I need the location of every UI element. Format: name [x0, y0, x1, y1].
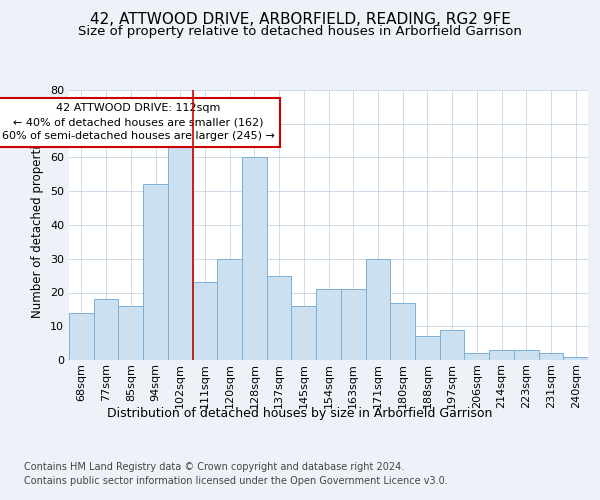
Bar [118, 306, 143, 360]
Bar [168, 148, 193, 360]
Bar [193, 282, 217, 360]
Text: Distribution of detached houses by size in Arborfield Garrison: Distribution of detached houses by size … [107, 408, 493, 420]
Bar [242, 158, 267, 360]
Bar [143, 184, 168, 360]
Bar [539, 353, 563, 360]
Text: Size of property relative to detached houses in Arborfield Garrison: Size of property relative to detached ho… [78, 25, 522, 38]
Bar [341, 289, 365, 360]
Text: 42, ATTWOOD DRIVE, ARBORFIELD, READING, RG2 9FE: 42, ATTWOOD DRIVE, ARBORFIELD, READING, … [89, 12, 511, 28]
Bar [217, 259, 242, 360]
Y-axis label: Number of detached properties: Number of detached properties [31, 132, 44, 318]
Bar [292, 306, 316, 360]
Text: Contains HM Land Registry data © Crown copyright and database right 2024.: Contains HM Land Registry data © Crown c… [24, 462, 404, 472]
Bar [514, 350, 539, 360]
Bar [316, 289, 341, 360]
Bar [563, 356, 588, 360]
Bar [464, 353, 489, 360]
Text: Contains public sector information licensed under the Open Government Licence v3: Contains public sector information licen… [24, 476, 448, 486]
Text: 42 ATTWOOD DRIVE: 112sqm
← 40% of detached houses are smaller (162)
60% of semi-: 42 ATTWOOD DRIVE: 112sqm ← 40% of detach… [2, 104, 275, 142]
Bar [267, 276, 292, 360]
Bar [390, 302, 415, 360]
Bar [489, 350, 514, 360]
Bar [69, 313, 94, 360]
Bar [440, 330, 464, 360]
Bar [94, 299, 118, 360]
Bar [365, 259, 390, 360]
Bar [415, 336, 440, 360]
